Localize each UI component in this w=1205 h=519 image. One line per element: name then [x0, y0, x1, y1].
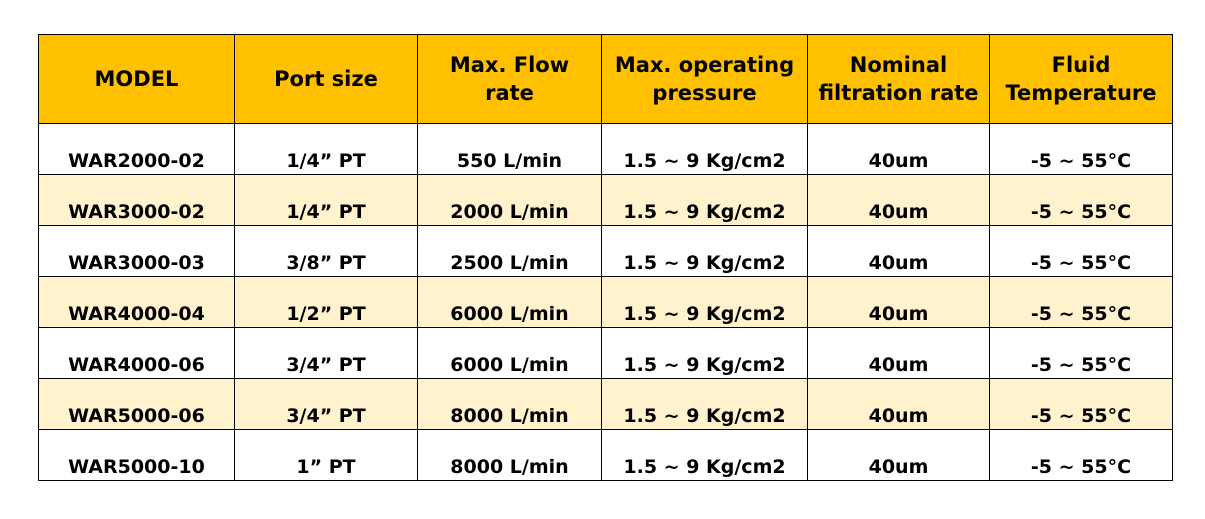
cell-flow-rate: 550 L/min [417, 123, 602, 175]
cell-port-size: 3/4” PT [234, 378, 418, 430]
table-row: WAR2000-02 1/4” PT 550 L/min 1.5 ~ 9 Kg/… [38, 123, 1173, 175]
header-max-flow-rate: Max. Flow rate [417, 34, 602, 124]
cell-pressure: 1.5 ~ 9 Kg/cm2 [601, 225, 808, 277]
cell-model: WAR3000-02 [38, 174, 235, 226]
cell-pressure: 1.5 ~ 9 Kg/cm2 [601, 123, 808, 175]
spec-table: MODEL Port size Max. Flow rate Max. oper… [38, 34, 1173, 481]
cell-port-size: 1/4” PT [234, 123, 418, 175]
header-nominal-filtration-rate: Nominal filtration rate [807, 34, 990, 124]
table-row: WAR4000-06 3/4” PT 6000 L/min 1.5 ~ 9 Kg… [38, 327, 1173, 379]
cell-flow-rate: 8000 L/min [417, 429, 602, 481]
cell-pressure: 1.5 ~ 9 Kg/cm2 [601, 327, 808, 379]
cell-model: WAR3000-03 [38, 225, 235, 277]
cell-filtration: 40um [807, 429, 990, 481]
header-fluid-temperature: Fluid Temperature [989, 34, 1173, 124]
cell-filtration: 40um [807, 225, 990, 277]
cell-filtration: 40um [807, 276, 990, 328]
cell-pressure: 1.5 ~ 9 Kg/cm2 [601, 276, 808, 328]
cell-model: WAR5000-10 [38, 429, 235, 481]
cell-model: WAR4000-06 [38, 327, 235, 379]
cell-model: WAR5000-06 [38, 378, 235, 430]
header-port-size: Port size [234, 34, 418, 124]
cell-filtration: 40um [807, 378, 990, 430]
cell-flow-rate: 8000 L/min [417, 378, 602, 430]
cell-pressure: 1.5 ~ 9 Kg/cm2 [601, 429, 808, 481]
cell-temperature: -5 ~ 55°C [989, 378, 1173, 430]
cell-model: WAR4000-04 [38, 276, 235, 328]
cell-flow-rate: 6000 L/min [417, 327, 602, 379]
table-row: WAR5000-10 1” PT 8000 L/min 1.5 ~ 9 Kg/c… [38, 429, 1173, 481]
cell-flow-rate: 6000 L/min [417, 276, 602, 328]
cell-port-size: 3/4” PT [234, 327, 418, 379]
cell-flow-rate: 2000 L/min [417, 174, 602, 226]
cell-port-size: 3/8” PT [234, 225, 418, 277]
cell-temperature: -5 ~ 55°C [989, 327, 1173, 379]
cell-port-size: 1/2” PT [234, 276, 418, 328]
cell-filtration: 40um [807, 174, 990, 226]
cell-flow-rate: 2500 L/min [417, 225, 602, 277]
table-row: WAR3000-03 3/8” PT 2500 L/min 1.5 ~ 9 Kg… [38, 225, 1173, 277]
table-header: MODEL Port size Max. Flow rate Max. oper… [38, 34, 1173, 124]
table-row: WAR3000-02 1/4” PT 2000 L/min 1.5 ~ 9 Kg… [38, 174, 1173, 226]
cell-pressure: 1.5 ~ 9 Kg/cm2 [601, 174, 808, 226]
cell-pressure: 1.5 ~ 9 Kg/cm2 [601, 378, 808, 430]
cell-temperature: -5 ~ 55°C [989, 276, 1173, 328]
header-row: MODEL Port size Max. Flow rate Max. oper… [38, 34, 1173, 124]
table-row: WAR5000-06 3/4” PT 8000 L/min 1.5 ~ 9 Kg… [38, 378, 1173, 430]
cell-port-size: 1/4” PT [234, 174, 418, 226]
cell-model: WAR2000-02 [38, 123, 235, 175]
cell-temperature: -5 ~ 55°C [989, 225, 1173, 277]
cell-filtration: 40um [807, 123, 990, 175]
cell-temperature: -5 ~ 55°C [989, 429, 1173, 481]
cell-filtration: 40um [807, 327, 990, 379]
table-row: WAR4000-04 1/2” PT 6000 L/min 1.5 ~ 9 Kg… [38, 276, 1173, 328]
header-max-operating-pressure: Max. operating pressure [601, 34, 808, 124]
header-model: MODEL [38, 34, 235, 124]
cell-temperature: -5 ~ 55°C [989, 123, 1173, 175]
table-body: WAR2000-02 1/4” PT 550 L/min 1.5 ~ 9 Kg/… [38, 123, 1173, 481]
cell-temperature: -5 ~ 55°C [989, 174, 1173, 226]
cell-port-size: 1” PT [234, 429, 418, 481]
